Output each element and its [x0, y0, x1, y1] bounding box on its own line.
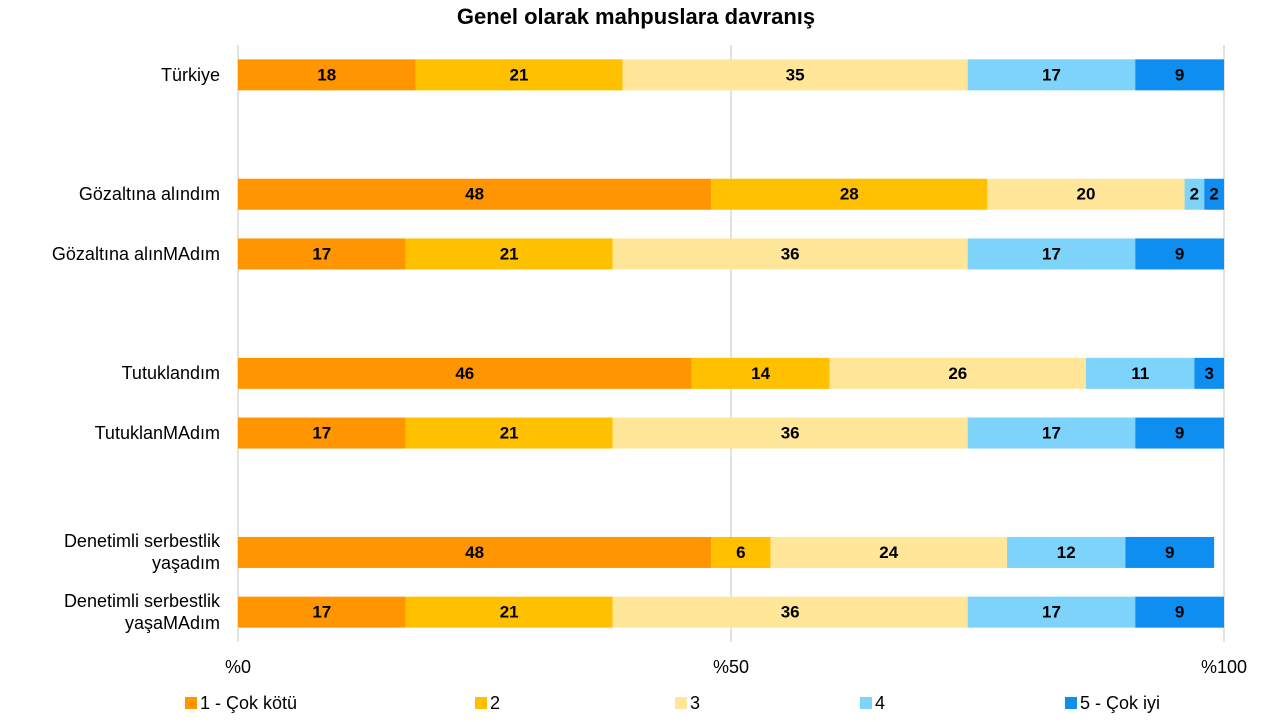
data-label: 36 [781, 244, 800, 263]
data-label: 35 [786, 65, 805, 84]
bar-segment [1204, 178, 1224, 210]
data-label: 21 [500, 244, 519, 263]
data-label: 26 [948, 364, 967, 383]
data-label: 48 [465, 543, 484, 562]
bar-segment [612, 417, 968, 449]
data-label: 46 [455, 364, 474, 383]
data-label: 12 [1057, 543, 1076, 562]
legend-label: 1 - Çok kötü [200, 693, 297, 713]
data-label: 9 [1165, 543, 1174, 562]
bar-segment [1085, 357, 1195, 389]
data-label: 17 [1042, 603, 1061, 622]
bar-segment [967, 59, 1136, 91]
data-label: 17 [1042, 244, 1061, 263]
data-label: 17 [312, 244, 331, 263]
bar-segment [1125, 536, 1215, 568]
data-label: 14 [751, 364, 770, 383]
legend-label: 4 [875, 693, 885, 713]
data-label: 9 [1175, 603, 1184, 622]
bar-segment [1194, 357, 1224, 389]
data-label: 36 [781, 603, 800, 622]
y-tick-label: Denetimli serbestlik yaşadım [63, 531, 220, 574]
bar-segment [238, 357, 692, 389]
y-tick-label: Denetimli serbestlik yaşaMAdım [63, 591, 220, 634]
x-tick-label: %50 [713, 657, 749, 677]
data-label: 3 [1204, 364, 1213, 383]
bar-segment [238, 59, 416, 91]
data-label: 21 [510, 65, 529, 84]
bar-segment [612, 238, 968, 270]
data-label: 2 [1209, 185, 1218, 204]
legend-swatch [860, 697, 872, 709]
data-label: 9 [1175, 424, 1184, 443]
bar-segment [967, 238, 1136, 270]
chart-title: Genel olarak mahpuslara davranış [457, 4, 815, 29]
data-label: 2 [1190, 185, 1199, 204]
bar-segment [711, 536, 771, 568]
data-label: 18 [317, 65, 336, 84]
bar-segment [1007, 536, 1126, 568]
bar-segment [405, 596, 613, 628]
data-label: 17 [1042, 65, 1061, 84]
legend-label: 5 - Çok iyi [1080, 693, 1160, 713]
data-label: 17 [312, 603, 331, 622]
legend-swatch [475, 697, 487, 709]
data-label: 9 [1175, 244, 1184, 263]
bar-segment [987, 178, 1185, 210]
bar-segment [238, 238, 406, 270]
legend-swatch [185, 697, 197, 709]
bar-segment [238, 536, 712, 568]
legend-swatch [1065, 697, 1077, 709]
x-tick-label: %0 [225, 657, 251, 677]
x-tick-label: %100 [1201, 657, 1247, 677]
bar-segment [967, 417, 1136, 449]
data-label: 11 [1131, 364, 1149, 383]
data-label: 28 [840, 185, 859, 204]
legend-label: 2 [490, 693, 500, 713]
y-tick-label: Tutuklandım [121, 363, 220, 384]
y-tick-label: Gözaltına alınMAdım [51, 243, 220, 264]
y-tick-label: Gözaltına alındım [78, 184, 220, 205]
data-label: 36 [781, 424, 800, 443]
bar-segment [1184, 178, 1205, 210]
data-label: 21 [500, 603, 519, 622]
bar-segment [238, 417, 406, 449]
bar-segment [405, 417, 613, 449]
bar-segment [711, 178, 988, 210]
bar-segment [415, 59, 623, 91]
bar-segment [405, 238, 613, 270]
bar-segment [829, 357, 1086, 389]
data-label: 48 [465, 185, 484, 204]
bar-segment [1135, 59, 1224, 91]
data-label: 17 [312, 424, 331, 443]
data-label: 21 [500, 424, 519, 443]
bar-segment [691, 357, 830, 389]
data-label: 6 [736, 543, 745, 562]
legend-swatch [675, 697, 687, 709]
legend-label: 3 [690, 693, 700, 713]
bar-segment [612, 596, 968, 628]
data-label: 17 [1042, 424, 1061, 443]
data-label: 9 [1175, 65, 1184, 84]
y-tick-label: TutuklanMAdım [94, 423, 220, 444]
data-label: 24 [879, 543, 898, 562]
bar-segment [1135, 596, 1224, 628]
bar-segment [770, 536, 1008, 568]
bar-segment [238, 596, 406, 628]
bar-segment [622, 59, 968, 91]
data-label: 20 [1076, 185, 1095, 204]
bar-segment [967, 596, 1136, 628]
y-tick-label: Türkiye [160, 64, 220, 85]
bar-segment [1135, 417, 1224, 449]
bar-segment [1135, 238, 1224, 270]
bar-segment [238, 178, 712, 210]
